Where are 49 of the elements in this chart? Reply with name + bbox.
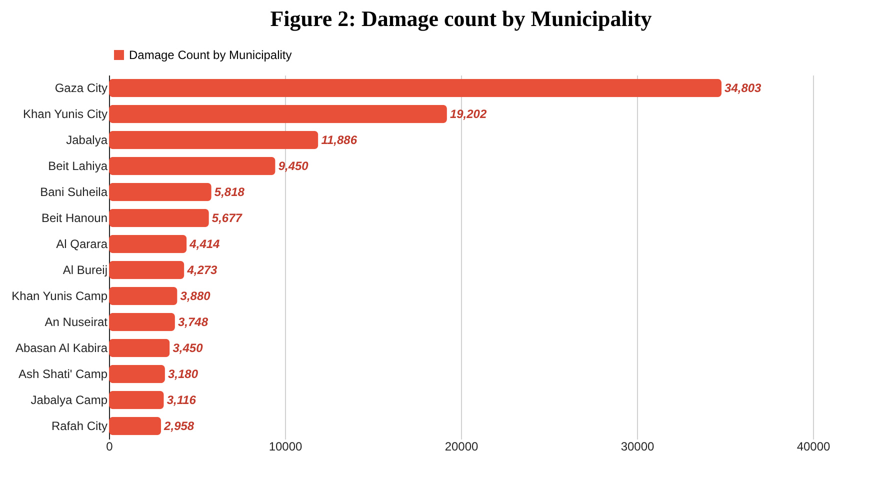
bar [109, 260, 184, 280]
data-label: 5,677 [212, 211, 244, 225]
x-tick-label: 20000 [444, 440, 479, 454]
data-label: 5,818 [214, 185, 245, 199]
data-label: 2,958 [163, 419, 194, 433]
y-tick-label: An Nuseirat [44, 315, 108, 329]
bar [109, 78, 722, 98]
data-label: 3,450 [172, 341, 204, 355]
legend-label: Damage Count by Municipality [129, 48, 292, 62]
bar [109, 156, 276, 176]
y-tick-label: Bani Suheila [40, 185, 108, 199]
y-tick-label: Khan Yunis Camp [12, 289, 108, 303]
data-label: 34,803 [724, 81, 762, 95]
bar [109, 390, 164, 410]
y-tick-label: Rafah City [51, 419, 108, 433]
bar [109, 364, 165, 384]
data-label: 11,886 [321, 133, 358, 147]
y-tick-label: Al Bureij [62, 263, 108, 277]
data-label: 3,180 [168, 367, 198, 381]
x-tick-label: 0 [106, 440, 114, 454]
data-label: 4,273 [186, 263, 218, 277]
bar [109, 104, 447, 124]
data-label: 3,748 [178, 315, 208, 329]
data-label: 19,202 [450, 107, 487, 121]
bar [109, 338, 170, 358]
y-tick-label: Al Qarara [56, 237, 108, 251]
x-tick-label: 40000 [796, 440, 831, 454]
x-tick-label: 30000 [620, 440, 655, 454]
chart-title: Figure 2: Damage count by Municipality [270, 6, 652, 31]
y-tick-label: Gaza City [54, 81, 108, 95]
y-tick-label: Beit Hanoun [41, 211, 108, 225]
data-label: 9,450 [278, 159, 309, 173]
y-tick-label: Beit Lahiya [48, 159, 108, 173]
y-tick-label: Ash Shati' Camp [18, 367, 108, 381]
x-tick-label: 10000 [268, 440, 303, 454]
bar [109, 130, 318, 150]
bar [109, 208, 209, 228]
data-label: 3,880 [180, 289, 211, 303]
bar [109, 312, 175, 332]
data-label: 3,116 [166, 393, 196, 407]
y-tick-label: Jabalya [66, 133, 108, 147]
bar [109, 234, 187, 254]
y-tick-label: Abasan Al Kabira [15, 341, 108, 355]
bar [109, 416, 162, 436]
bar [109, 182, 212, 202]
bar [109, 286, 178, 306]
y-tick-label: Jabalya Camp [30, 393, 108, 407]
data-label: 4,414 [188, 237, 220, 251]
y-tick-label: Khan Yunis City [23, 107, 108, 121]
